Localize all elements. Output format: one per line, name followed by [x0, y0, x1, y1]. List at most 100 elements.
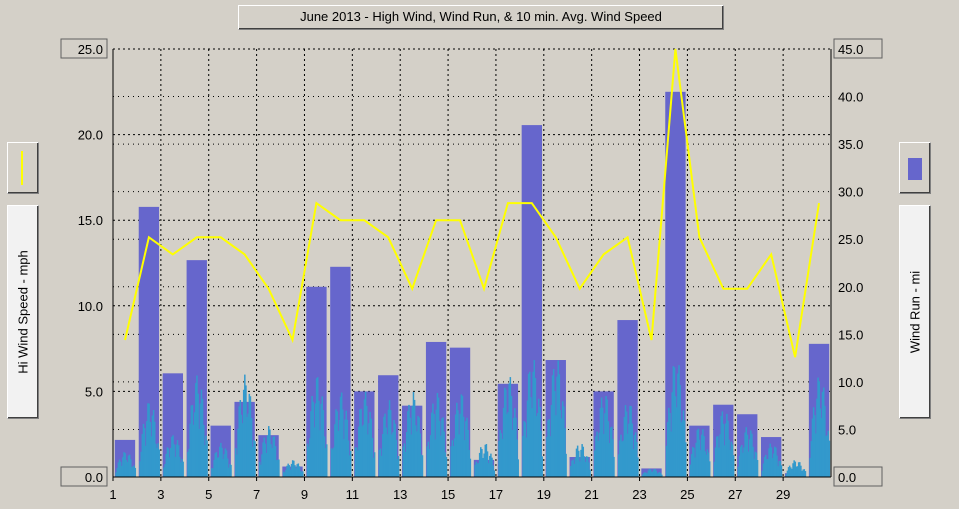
avg-speed-mark [452, 446, 455, 477]
avg-speed-mark [780, 465, 783, 477]
avg-speed-mark [365, 405, 368, 477]
avg-speed-mark [189, 423, 191, 477]
avg-speed-mark [219, 446, 221, 477]
avg-speed-mark [326, 444, 328, 477]
avg-speed-mark [514, 408, 516, 477]
avg-speed-mark [613, 456, 615, 477]
avg-speed-mark [384, 413, 386, 477]
avg-speed-mark [679, 385, 681, 477]
avg-speed-mark [193, 412, 196, 477]
avg-speed-mark [474, 464, 476, 477]
avg-speed-mark [188, 448, 190, 477]
avg-speed-mark [290, 463, 293, 477]
avg-speed-mark [414, 425, 417, 477]
avg-speed-mark [171, 436, 173, 477]
avg-speed-mark [397, 456, 400, 477]
avg-speed-mark [272, 436, 275, 477]
avg-speed-mark [703, 436, 705, 477]
avg-speed-mark [696, 430, 699, 477]
right-axis-label-box: Wind Run - mi [899, 205, 931, 419]
avg-speed-mark [222, 458, 224, 477]
avg-speed-mark [296, 464, 298, 477]
avg-speed-mark [779, 460, 782, 477]
avg-speed-mark [392, 432, 394, 477]
avg-speed-mark [632, 449, 635, 477]
avg-speed-mark [348, 455, 351, 477]
avg-speed-mark [333, 447, 335, 477]
avg-speed-mark [388, 400, 391, 477]
avg-speed-mark [648, 469, 651, 477]
avg-speed-mark [306, 443, 309, 477]
avg-speed-mark [787, 467, 790, 477]
avg-speed-mark [334, 424, 336, 477]
avg-speed-mark [395, 439, 398, 477]
avg-speed-mark [181, 458, 183, 477]
yellow-line-legend-icon [21, 151, 23, 185]
avg-speed-mark [794, 461, 797, 477]
avg-speed-mark [275, 460, 278, 477]
avg-speed-mark [277, 459, 279, 477]
avg-speed-mark [671, 392, 673, 477]
avg-speed-mark [442, 417, 444, 477]
avg-speed-mark [260, 464, 262, 477]
avg-speed-mark [804, 471, 807, 477]
chart-title: June 2013 - High Wind, Wind Run, & 10 mi… [238, 5, 724, 30]
avg-speed-mark [603, 434, 605, 477]
avg-speed-mark [559, 410, 562, 477]
avg-speed-mark [404, 451, 407, 477]
x-tick-label: 15 [441, 487, 455, 502]
avg-speed-mark [669, 412, 671, 477]
avg-speed-mark [253, 440, 255, 477]
avg-speed-mark [269, 429, 271, 477]
avg-speed-mark [570, 465, 572, 477]
avg-speed-mark [793, 460, 795, 477]
avg-speed-mark [773, 446, 776, 477]
avg-speed-mark [220, 442, 222, 477]
avg-speed-mark [573, 463, 576, 477]
avg-speed-mark [802, 469, 804, 477]
x-tick-label: 7 [253, 487, 260, 502]
avg-speed-mark [715, 436, 718, 477]
avg-speed-mark [212, 468, 214, 477]
avg-speed-mark [654, 469, 656, 477]
avg-speed-mark [320, 403, 322, 477]
avg-speed-mark [416, 431, 418, 477]
avg-speed-mark [636, 442, 638, 477]
avg-speed-mark [258, 461, 261, 477]
avg-speed-mark [361, 426, 363, 477]
avg-speed-mark [156, 447, 158, 477]
avg-speed-mark [354, 447, 357, 477]
avg-speed-mark [641, 474, 644, 477]
avg-speed-mark [402, 446, 405, 477]
avg-speed-mark [200, 389, 203, 477]
avg-speed-mark [428, 448, 431, 477]
avg-speed-mark [444, 452, 447, 477]
avg-speed-mark [547, 420, 549, 477]
avg-speed-mark [363, 399, 366, 477]
avg-speed-mark [319, 430, 321, 477]
avg-speed-mark [578, 450, 580, 477]
avg-speed-mark [453, 438, 456, 477]
avg-speed-mark [337, 430, 340, 477]
avg-speed-mark [236, 454, 238, 477]
avg-speed-mark [386, 434, 389, 477]
avg-speed-mark [263, 437, 265, 477]
avg-speed-mark [116, 467, 119, 477]
avg-speed-mark [646, 473, 648, 477]
avg-speed-mark [743, 447, 745, 477]
avg-speed-mark [417, 415, 419, 477]
avg-speed-mark [768, 448, 770, 477]
avg-speed-mark [157, 443, 159, 477]
avg-speed-mark [409, 417, 411, 477]
avg-speed-mark [713, 461, 716, 477]
x-tick-label: 29 [776, 487, 790, 502]
avg-speed-mark [244, 374, 246, 477]
avg-speed-mark [555, 415, 557, 477]
avg-speed-mark [431, 412, 433, 477]
right-tick-label: 40.0 [838, 90, 863, 105]
avg-speed-mark [498, 440, 500, 477]
avg-speed-mark [795, 466, 798, 477]
avg-speed-mark [704, 451, 706, 477]
avg-speed-mark [630, 406, 632, 477]
avg-speed-mark [393, 420, 395, 477]
